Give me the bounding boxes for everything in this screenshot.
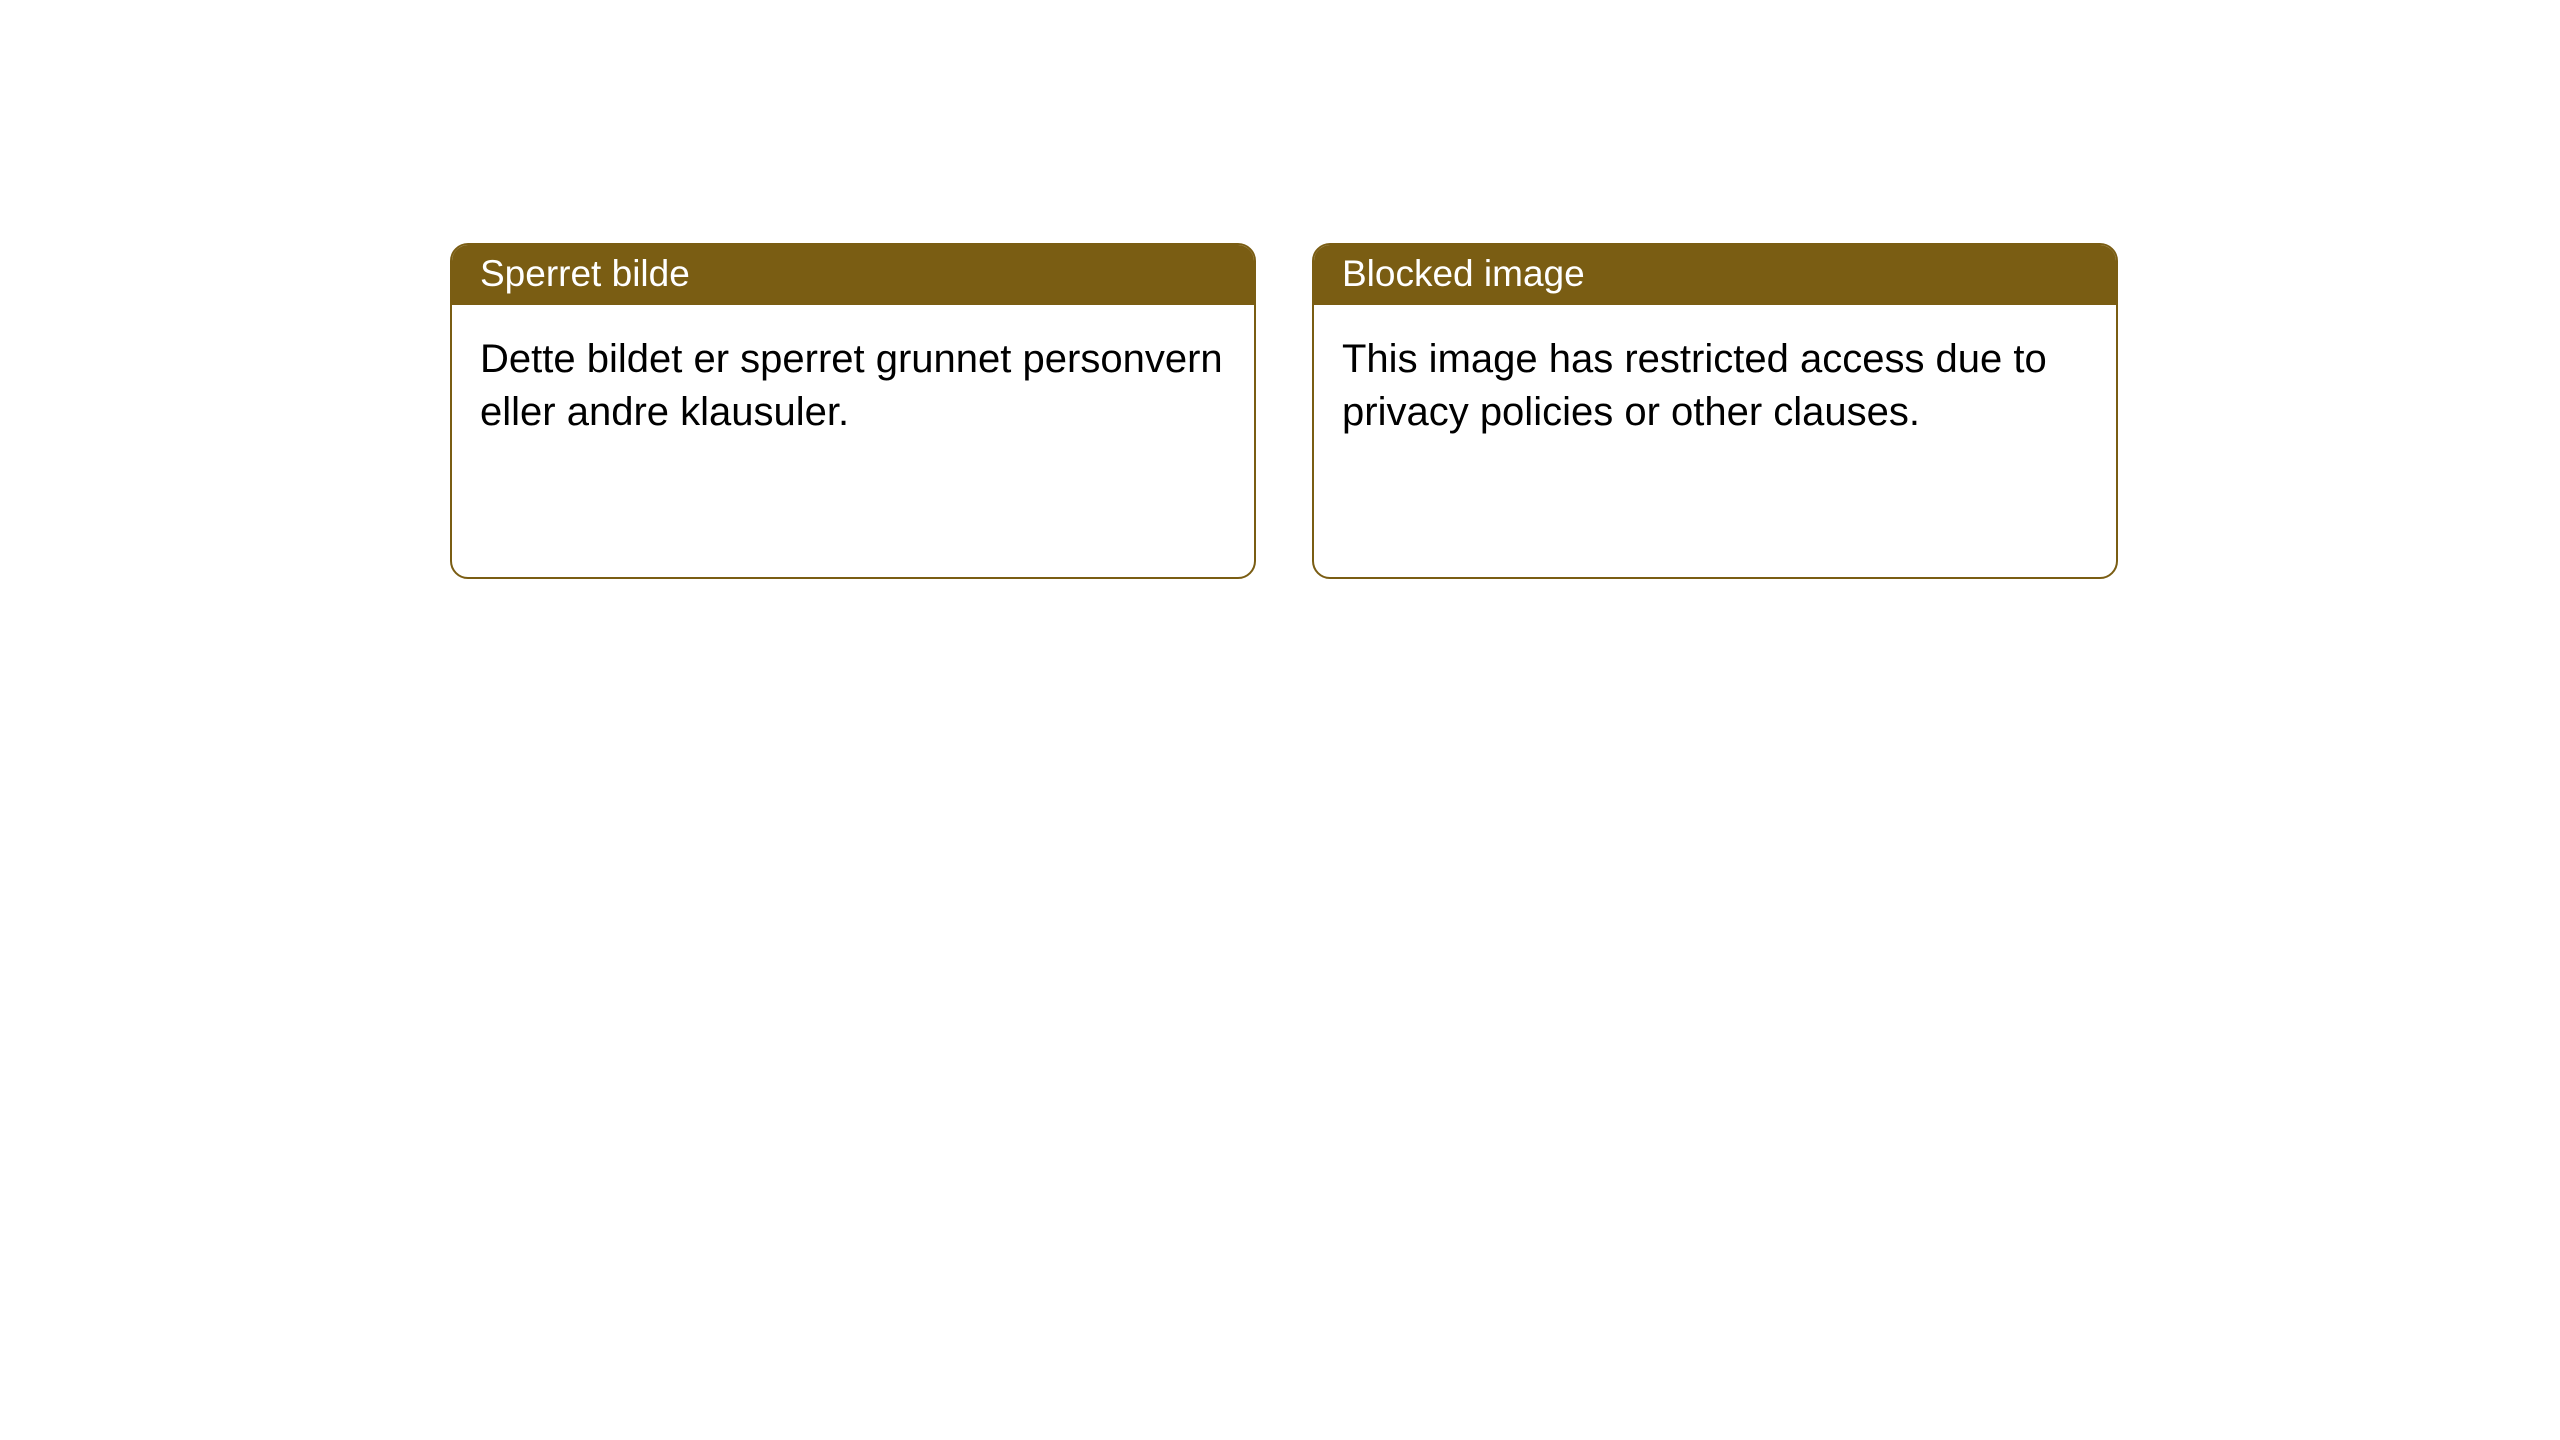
notice-card-english: Blocked image This image has restricted … — [1312, 243, 2118, 579]
notice-body: This image has restricted access due to … — [1314, 305, 2116, 467]
notice-header: Sperret bilde — [452, 245, 1254, 305]
notice-header: Blocked image — [1314, 245, 2116, 305]
notice-body: Dette bildet er sperret grunnet personve… — [452, 305, 1254, 467]
notice-container: Sperret bilde Dette bildet er sperret gr… — [450, 243, 2118, 579]
notice-card-norwegian: Sperret bilde Dette bildet er sperret gr… — [450, 243, 1256, 579]
